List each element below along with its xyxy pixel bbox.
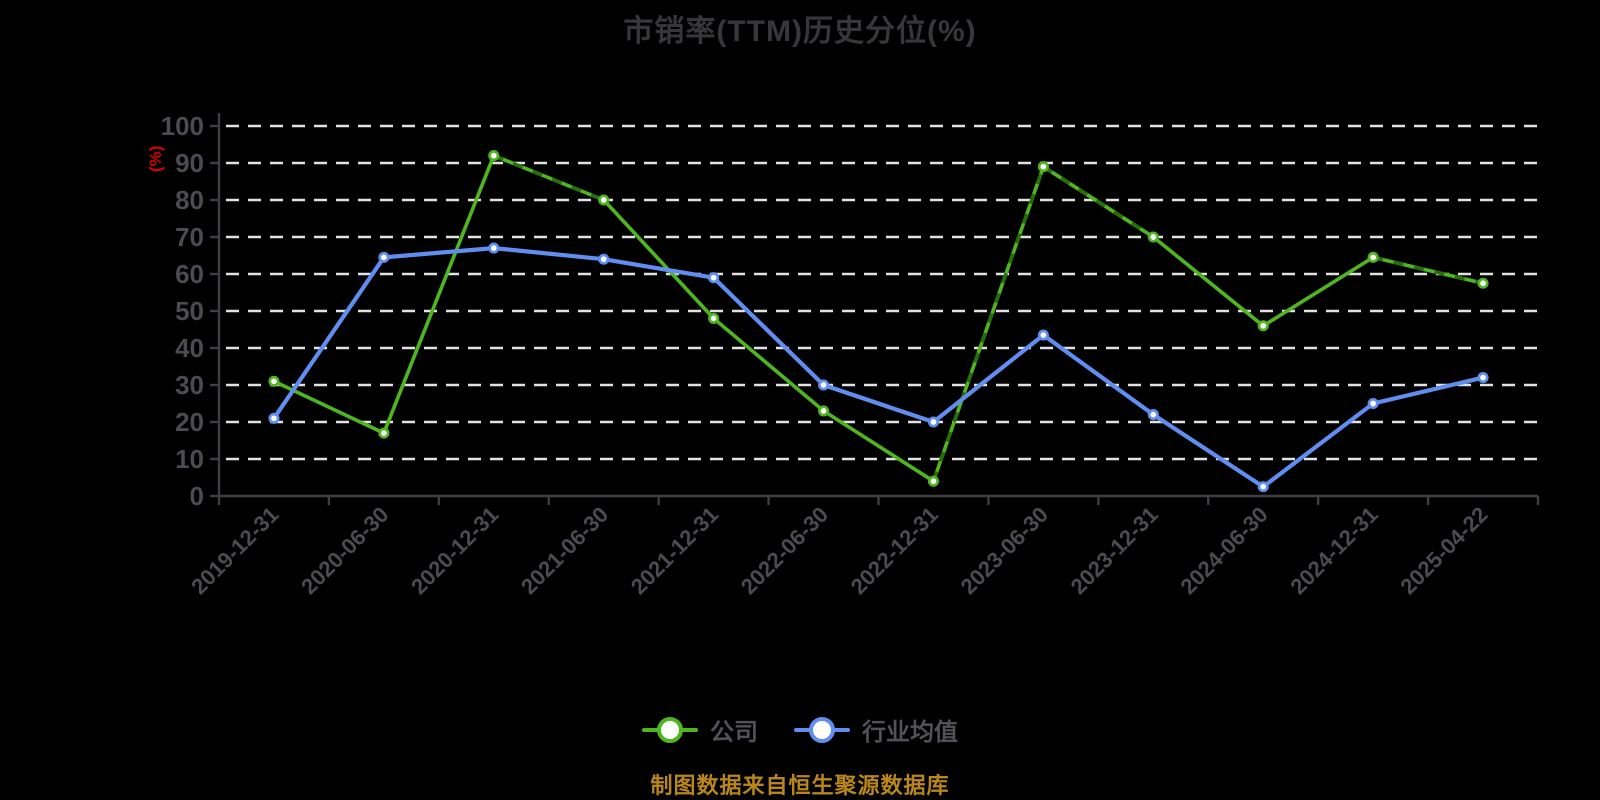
industry-series-marker-icon — [794, 716, 850, 743]
company-point-2024-06-30 — [1257, 320, 1269, 332]
legend-circle-icon — [809, 716, 835, 743]
industry-average-point-2025-04-22 — [1477, 372, 1489, 384]
legend-label-company: 公司 — [710, 719, 758, 746]
company-point-2022-12-31 — [927, 475, 940, 487]
industry-average-point-2023-06-30 — [1037, 329, 1049, 341]
x-tick-label-2021-12-31: 2021-12-31 — [626, 502, 723, 599]
legend-item-industry-average[interactable]: 行业均值 — [794, 712, 958, 747]
industry-average-point-2020-06-30 — [378, 251, 390, 263]
y-tick-label-30: 30 — [175, 370, 204, 400]
y-tick-label-60: 60 — [175, 259, 204, 289]
industry-average-point-2022-06-30 — [817, 379, 830, 391]
company-point-2023-12-31 — [1147, 231, 1159, 243]
x-tick-label-2020-12-31: 2020-12-31 — [406, 502, 503, 599]
company-point-2021-12-31 — [708, 312, 720, 324]
company-point-2019-12-31 — [268, 375, 280, 387]
y-tick-label-70: 70 — [175, 222, 204, 252]
company-series-marker-icon — [642, 716, 698, 743]
x-tick-label-2024-12-31: 2024-12-31 — [1285, 502, 1382, 599]
company-point-2021-06-30 — [598, 194, 610, 206]
company-point-2020-12-31 — [488, 150, 500, 162]
x-tick-label-2023-12-31: 2023-12-31 — [1066, 502, 1163, 599]
legend-item-company[interactable]: 公司 — [642, 712, 758, 747]
y-tick-label-50: 50 — [175, 296, 204, 326]
y-tick-label-90: 90 — [175, 148, 204, 178]
industry-average-point-2024-06-30 — [1257, 481, 1269, 493]
y-tick-label-40: 40 — [175, 333, 204, 363]
y-tick-label-100: 100 — [161, 111, 204, 141]
y-tick-label-20: 20 — [175, 407, 204, 437]
industry-average-point-2021-12-31 — [708, 272, 720, 284]
company-dashed-overlay-segment-7 — [1042, 165, 1155, 239]
x-tick-label-2023-06-30: 2023-06-30 — [956, 502, 1053, 599]
x-tick-label-2022-06-30: 2022-06-30 — [736, 502, 833, 599]
industry-average-series-line — [271, 246, 1486, 489]
industry-average-point-2019-12-31 — [268, 412, 280, 424]
company-point-2024-12-31 — [1367, 251, 1379, 263]
industry-average-point-2020-12-31 — [488, 242, 500, 254]
company-series-line — [272, 153, 1485, 484]
x-tick-label-2025-04-22: 2025-04-22 — [1395, 502, 1492, 599]
legend-circle-icon — [657, 716, 683, 743]
x-tick-label-2020-06-30: 2020-06-30 — [296, 502, 393, 599]
company-point-2022-06-30 — [817, 405, 830, 417]
industry-average-point-2023-12-31 — [1147, 409, 1159, 421]
y-tick-label-10: 10 — [175, 444, 204, 474]
chart-title: 市销率(TTM)历史分位(%) — [623, 15, 977, 48]
company-dashed-overlay-segment-6 — [931, 166, 1045, 482]
x-tick-label-2021-06-30: 2021-06-30 — [516, 502, 613, 599]
y-tick-label-80: 80 — [175, 185, 204, 215]
legend: 公司 行业均值 — [0, 712, 1600, 747]
industry-average-point-2022-12-31 — [927, 416, 940, 428]
industry-average-point-2021-06-30 — [598, 253, 610, 265]
legend-label-industry-average: 行业均值 — [862, 719, 958, 746]
x-tick-label-2022-12-31: 2022-12-31 — [846, 502, 943, 599]
data-source-note: 制图数据来自恒生聚源数据库 — [650, 773, 950, 798]
company-point-2020-06-30 — [378, 427, 390, 439]
company-point-2025-04-22 — [1477, 277, 1489, 289]
x-tick-label-2019-12-31: 2019-12-31 — [186, 502, 283, 599]
industry-average-point-2024-12-31 — [1367, 397, 1379, 410]
x-tick-label-2024-06-30: 2024-06-30 — [1175, 502, 1272, 599]
y-tick-label-0: 0 — [190, 481, 204, 511]
company-point-2023-06-30 — [1037, 161, 1049, 173]
